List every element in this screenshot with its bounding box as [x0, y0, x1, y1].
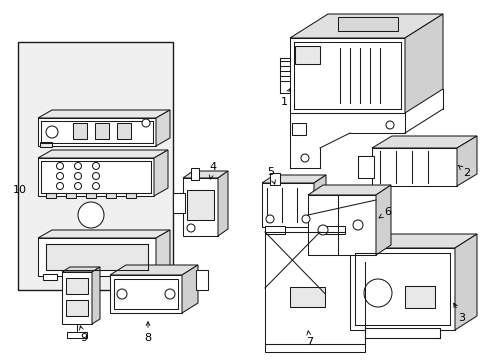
- Polygon shape: [264, 226, 285, 234]
- Circle shape: [92, 172, 99, 180]
- Polygon shape: [110, 265, 198, 275]
- Circle shape: [57, 162, 63, 170]
- Polygon shape: [196, 270, 207, 290]
- Polygon shape: [291, 123, 305, 135]
- Polygon shape: [38, 238, 156, 276]
- Polygon shape: [371, 136, 476, 148]
- Polygon shape: [18, 42, 173, 290]
- Polygon shape: [262, 183, 313, 227]
- Polygon shape: [456, 136, 476, 186]
- Text: 9: 9: [80, 326, 87, 343]
- Text: 7: 7: [306, 331, 313, 347]
- Polygon shape: [66, 193, 76, 198]
- Polygon shape: [126, 193, 136, 198]
- Text: 4: 4: [209, 162, 216, 179]
- Polygon shape: [182, 265, 198, 313]
- Circle shape: [352, 220, 362, 230]
- Polygon shape: [325, 226, 345, 234]
- Polygon shape: [357, 156, 373, 178]
- Polygon shape: [66, 278, 88, 294]
- Polygon shape: [62, 267, 100, 272]
- Polygon shape: [289, 287, 325, 307]
- Polygon shape: [313, 175, 325, 227]
- Polygon shape: [454, 234, 476, 330]
- Text: 2: 2: [458, 165, 469, 178]
- Polygon shape: [62, 272, 92, 324]
- Polygon shape: [262, 175, 325, 183]
- Circle shape: [142, 119, 150, 127]
- Circle shape: [302, 215, 309, 223]
- Polygon shape: [218, 171, 227, 236]
- Polygon shape: [191, 168, 199, 180]
- Polygon shape: [95, 123, 109, 139]
- Polygon shape: [38, 150, 168, 158]
- Polygon shape: [371, 148, 456, 186]
- Polygon shape: [114, 279, 178, 309]
- Circle shape: [117, 289, 127, 299]
- Polygon shape: [186, 190, 214, 220]
- Polygon shape: [46, 193, 56, 198]
- Polygon shape: [67, 332, 87, 338]
- Polygon shape: [40, 142, 52, 147]
- Polygon shape: [46, 244, 148, 270]
- Polygon shape: [137, 274, 151, 280]
- Polygon shape: [375, 185, 390, 255]
- Circle shape: [74, 162, 81, 170]
- Polygon shape: [364, 328, 439, 338]
- Polygon shape: [156, 230, 170, 276]
- Circle shape: [301, 154, 308, 162]
- Polygon shape: [264, 344, 364, 352]
- Circle shape: [74, 172, 81, 180]
- Circle shape: [363, 279, 391, 307]
- Circle shape: [385, 121, 393, 129]
- Polygon shape: [106, 193, 116, 198]
- Polygon shape: [110, 275, 182, 313]
- Polygon shape: [183, 171, 227, 178]
- Text: 8: 8: [144, 322, 151, 343]
- Polygon shape: [337, 17, 397, 31]
- Polygon shape: [38, 118, 156, 146]
- Polygon shape: [117, 123, 131, 139]
- Polygon shape: [73, 123, 87, 139]
- Circle shape: [92, 162, 99, 170]
- Polygon shape: [307, 185, 390, 195]
- Circle shape: [74, 183, 81, 189]
- Polygon shape: [269, 173, 280, 185]
- Polygon shape: [86, 193, 96, 198]
- Polygon shape: [289, 38, 404, 113]
- Circle shape: [317, 225, 327, 235]
- Polygon shape: [294, 46, 319, 64]
- Polygon shape: [173, 193, 184, 213]
- Polygon shape: [156, 110, 170, 146]
- Polygon shape: [66, 300, 88, 316]
- Circle shape: [92, 183, 99, 189]
- Text: 3: 3: [453, 303, 465, 323]
- Polygon shape: [43, 274, 57, 280]
- Text: 6: 6: [378, 207, 391, 218]
- Circle shape: [46, 126, 58, 138]
- Circle shape: [164, 289, 175, 299]
- Polygon shape: [307, 195, 375, 255]
- Polygon shape: [349, 248, 454, 330]
- Polygon shape: [183, 178, 218, 236]
- Polygon shape: [38, 230, 170, 238]
- Polygon shape: [38, 158, 154, 196]
- Polygon shape: [38, 110, 170, 118]
- Text: 1: 1: [280, 88, 290, 107]
- Polygon shape: [289, 14, 442, 38]
- Polygon shape: [404, 286, 434, 308]
- Circle shape: [57, 183, 63, 189]
- Circle shape: [57, 172, 63, 180]
- Circle shape: [186, 224, 195, 232]
- Circle shape: [78, 202, 104, 228]
- Text: 5: 5: [267, 167, 275, 184]
- Polygon shape: [349, 234, 476, 248]
- Circle shape: [265, 215, 273, 223]
- Polygon shape: [404, 14, 442, 113]
- Polygon shape: [92, 267, 100, 324]
- Polygon shape: [154, 150, 168, 196]
- Text: 10: 10: [13, 185, 27, 195]
